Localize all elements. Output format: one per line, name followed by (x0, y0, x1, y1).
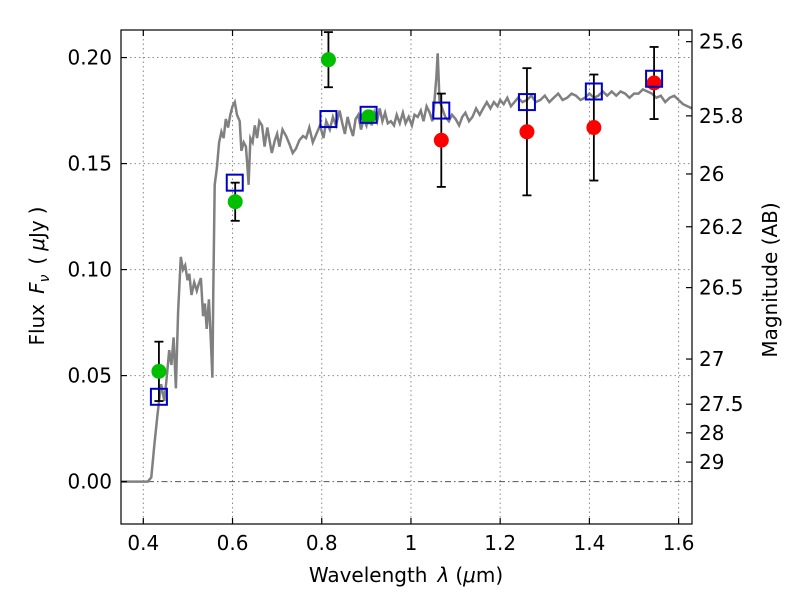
right-tick-label: 25.6 (699, 30, 744, 54)
observed-red-point (433, 132, 449, 148)
y-axis-label-text: Flux (25, 304, 49, 346)
right-tick-label: 26.5 (699, 276, 744, 300)
plot-frame (120, 29, 693, 525)
y-axis-label-symbol: F (25, 282, 49, 294)
right-tick-label: 27 (699, 347, 724, 371)
right-tick-label: 27.5 (699, 392, 744, 416)
observed-green-point (151, 363, 167, 379)
x-tick-label: 0.8 (306, 531, 338, 555)
x-tick-label: 0.4 (127, 531, 159, 555)
observed-green-points (151, 52, 377, 379)
y-axis-label-unit-open: ( (25, 257, 49, 265)
observed-red-point (519, 124, 535, 140)
model-photometry-square (149, 387, 168, 406)
model-photometry-squares (149, 69, 664, 406)
model-photometry-square (584, 82, 603, 101)
y-tick-label: 0.20 (67, 46, 112, 70)
observed-red-points (433, 75, 662, 148)
x-axis-label-text: Wavelength (309, 563, 428, 587)
y-axis-label-unit-mu: μ (25, 238, 49, 252)
y-axis-label: Flux Fν ( μJy) (25, 206, 53, 345)
y-axis-label-unit-close: ) (25, 206, 49, 214)
x-axis-label-unit-open: ( (455, 563, 463, 587)
grid-lines (121, 30, 692, 524)
error-bars (154, 31, 659, 402)
model-spectrum-line (121, 53, 692, 483)
right-tick-label: 29 (699, 450, 724, 474)
y-tick-label: 0.10 (67, 258, 112, 282)
x-axis-ticks: 0.4 0.6 0.8 1 1.2 1.4 1.6 (127, 30, 695, 555)
right-tick-label: 28 (699, 421, 724, 445)
model-photometry-square (517, 93, 536, 112)
observed-green-point (227, 194, 243, 210)
right-tick-label: 26 (699, 162, 724, 186)
y-axis-label-unit-rest: Jy (25, 220, 49, 240)
x-tick-label: 1 (405, 531, 418, 555)
model-photometry-square (432, 101, 451, 120)
observed-red-point (586, 120, 602, 136)
y-tick-label: 0.15 (67, 152, 112, 176)
x-axis-label-unit-rest: m) (476, 563, 503, 587)
right-tick-label: 25.8 (699, 104, 744, 128)
x-tick-label: 0.6 (217, 531, 249, 555)
y-axis-ticks: 0.00 0.05 0.10 0.15 0.20 (67, 46, 127, 494)
x-axis-label-symbol: λ (436, 563, 449, 587)
x-axis-label: Wavelength λ (μm) (309, 563, 503, 587)
x-tick-label: 1.4 (573, 531, 605, 555)
right-tick-label: 26.2 (699, 215, 744, 239)
x-tick-label: 1.2 (484, 531, 516, 555)
model-photometry-square (645, 69, 664, 88)
observed-green-point (320, 52, 336, 68)
right-axis-label: Magnitude (AB) (758, 202, 782, 357)
y-axis-label-subscript: ν (37, 274, 53, 282)
x-axis-label-unit-mu: μ (462, 563, 476, 587)
y-tick-label: 0.00 (67, 470, 112, 494)
observed-green-point (361, 109, 377, 125)
x-tick-label: 1.6 (663, 531, 695, 555)
y-tick-label: 0.05 (67, 364, 112, 388)
right-axis-ticks: 25.6 25.8 26 26.2 26.5 27 27.5 28 29 (686, 30, 744, 474)
observed-red-point (646, 75, 662, 91)
model-photometry-square (359, 105, 378, 124)
model-photometry-square (225, 173, 244, 192)
model-photometry-square (319, 110, 338, 129)
